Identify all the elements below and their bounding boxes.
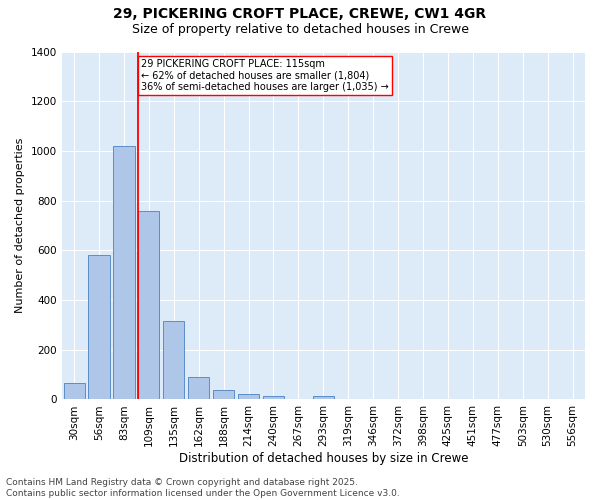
Bar: [263, 396, 284, 400]
Bar: [188, 377, 209, 400]
Bar: [138, 210, 160, 400]
Bar: [213, 390, 234, 400]
Text: Size of property relative to detached houses in Crewe: Size of property relative to detached ho…: [131, 22, 469, 36]
Bar: [238, 394, 259, 400]
X-axis label: Distribution of detached houses by size in Crewe: Distribution of detached houses by size …: [179, 452, 468, 465]
Bar: [113, 146, 134, 400]
Text: Contains HM Land Registry data © Crown copyright and database right 2025.
Contai: Contains HM Land Registry data © Crown c…: [6, 478, 400, 498]
Bar: [163, 321, 184, 400]
Bar: [88, 256, 110, 400]
Bar: [313, 396, 334, 400]
Text: 29, PICKERING CROFT PLACE, CREWE, CW1 4GR: 29, PICKERING CROFT PLACE, CREWE, CW1 4G…: [113, 8, 487, 22]
Bar: [64, 384, 85, 400]
Y-axis label: Number of detached properties: Number of detached properties: [15, 138, 25, 313]
Text: 29 PICKERING CROFT PLACE: 115sqm
← 62% of detached houses are smaller (1,804)
36: 29 PICKERING CROFT PLACE: 115sqm ← 62% o…: [141, 59, 389, 92]
